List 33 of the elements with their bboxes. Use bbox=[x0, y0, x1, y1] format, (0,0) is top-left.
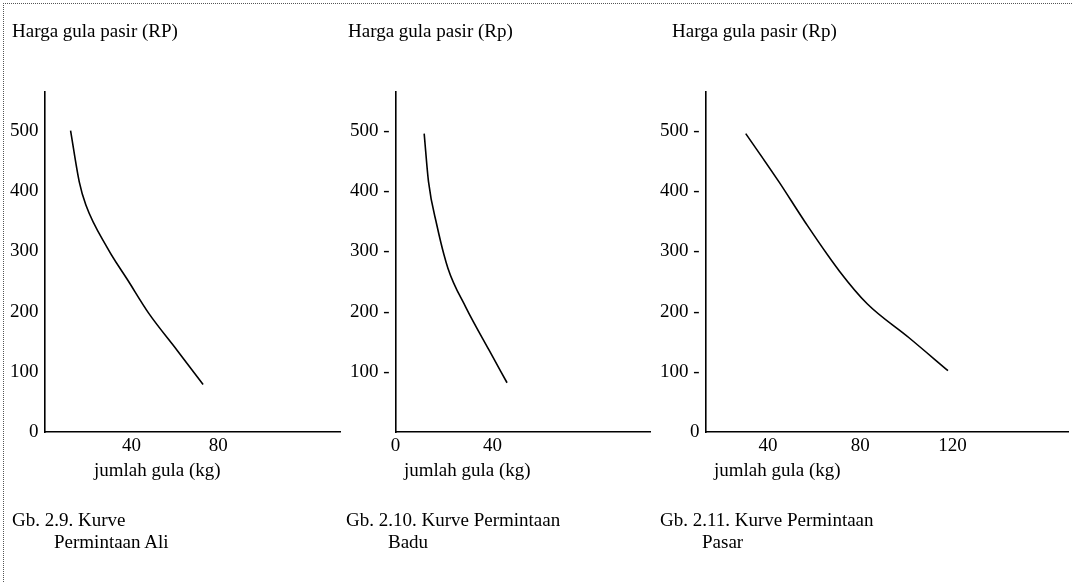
y-tick-label: 300 - bbox=[350, 239, 390, 261]
x-axis-title: jumlah gula (kg) bbox=[714, 459, 841, 481]
y-tick-label: 200 bbox=[10, 299, 39, 321]
x-tick-label: 40 bbox=[483, 433, 502, 455]
y-tick-label: 100 bbox=[10, 359, 39, 381]
x-tick-label: 80 bbox=[208, 433, 228, 455]
y-tick-label: 500 - bbox=[660, 118, 700, 140]
y-tick-label: 300 bbox=[10, 239, 39, 261]
y-tick-label: 200 - bbox=[350, 299, 390, 321]
x-tick-label: 40 bbox=[121, 433, 141, 455]
x-axis-title: jumlah gula (kg) bbox=[404, 459, 531, 481]
text: Gb. 2.11. Kurve Permintaan Pasar bbox=[660, 509, 875, 553]
y-tick-label: 200 - bbox=[660, 299, 700, 321]
y-tick-label: 300 - bbox=[660, 239, 700, 261]
x-axis-title: jumlah gula (kg) bbox=[94, 459, 221, 481]
y-axis-title: Harga gula pasir (Rp) bbox=[672, 20, 837, 42]
y-axis-title: Harga gula pasir (RP) bbox=[12, 20, 178, 42]
y-tick-label: 400 - bbox=[660, 178, 700, 200]
y-axis-title: Harga gula pasir (Rp) bbox=[348, 20, 513, 42]
x-tick-label: 80 bbox=[850, 433, 870, 455]
line-series bbox=[69, 129, 204, 386]
x-tick-label: 40 bbox=[758, 433, 778, 455]
y-tick-label: 400 bbox=[10, 178, 39, 200]
y-tick-label: 500 bbox=[10, 118, 39, 140]
y-tick-label: 100 - bbox=[660, 359, 700, 381]
line-series bbox=[423, 132, 508, 384]
x-tick-label: 120 bbox=[938, 433, 967, 455]
text: Gb. 2.9. Kurve Permintaan Ali bbox=[12, 509, 170, 553]
text: Gb. 2.10. Kurve Permintaan Badu bbox=[346, 509, 562, 553]
line-series bbox=[744, 132, 949, 372]
y-tick-label: 500 - bbox=[350, 118, 390, 140]
y-tick-label: 400 - bbox=[350, 178, 390, 200]
y-tick-label: 100 - bbox=[350, 359, 390, 381]
